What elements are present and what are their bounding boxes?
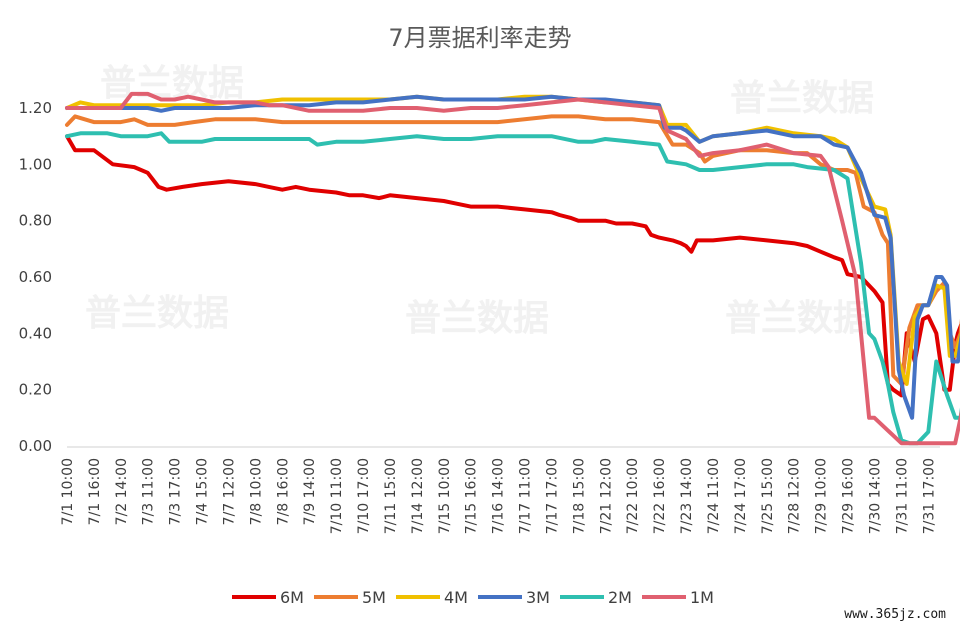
x-tick-label: 7/7 12:00	[221, 458, 237, 525]
legend-label: 4M	[444, 588, 468, 607]
legend-item-6m: 6M	[232, 588, 304, 607]
x-tick-label: 7/24 11:00	[706, 458, 722, 534]
x-tick-label: 7/18 15:00	[571, 458, 587, 534]
y-tick-label: 0.60	[19, 268, 52, 286]
series-line-2m	[65, 131, 960, 446]
series-line-6m	[65, 134, 960, 398]
chart-title: 7月票据利率走势	[388, 24, 571, 52]
y-axis: 0.00 0.20 0.40 0.60 0.80 1.00 1.20	[19, 99, 52, 455]
watermark-layer: 普兰数据 普兰数据 普兰数据 普兰数据 普兰数据	[85, 63, 874, 339]
legend: 6M 5M 4M 3M 2M 1M	[232, 588, 714, 607]
x-tick-label: 7/21 12:00	[598, 458, 614, 534]
watermark: 普兰数据	[725, 298, 869, 339]
watermark: 普兰数据	[100, 63, 244, 104]
x-tick-label: 7/9 14:00	[302, 458, 318, 525]
watermark: 普兰数据	[405, 298, 549, 339]
legend-item-1m: 1M	[642, 588, 714, 607]
legend-label: 1M	[690, 588, 714, 607]
series-line-3m	[65, 94, 960, 420]
footer-url: www.365jz.com	[844, 607, 946, 622]
legend-label: 5M	[362, 588, 386, 607]
x-tick-label: 7/10 11:00	[329, 458, 345, 534]
x-tick-label: 7/22 10:00	[625, 458, 641, 534]
x-tick-label: 7/4 15:00	[195, 458, 211, 525]
legend-item-3m: 3M	[478, 588, 550, 607]
x-tick-label: 7/29 16:00	[841, 458, 857, 534]
y-tick-label: 1.00	[19, 155, 52, 173]
x-tick-label: 7/31 11:00	[894, 458, 910, 534]
y-tick-label: 0.40	[19, 324, 52, 342]
x-tick-label: 7/16 14:00	[491, 458, 507, 534]
y-tick-label: 1.20	[19, 99, 52, 117]
series-line-5m	[65, 114, 960, 386]
legend-label: 6M	[280, 588, 304, 607]
x-tick-label: 7/1 10:00	[60, 458, 76, 525]
x-tick-label: 7/10 17:00	[356, 458, 372, 534]
x-tick-label: 7/17 11:00	[518, 458, 534, 534]
x-tick-label: 7/24 17:00	[733, 458, 749, 534]
watermark: 普兰数据	[730, 78, 874, 119]
x-tick-label: 7/2 14:00	[114, 458, 130, 525]
x-tick-label: 7/25 15:00	[760, 458, 776, 534]
legend-item-4m: 4M	[396, 588, 468, 607]
x-tick-label: 7/8 10:00	[248, 458, 264, 525]
x-tick-label: 7/3 11:00	[141, 458, 157, 525]
x-tick-label: 7/22 16:00	[652, 458, 668, 534]
x-tick-label: 7/23 14:00	[679, 458, 695, 534]
legend-item-5m: 5M	[314, 588, 386, 607]
series-layer	[65, 91, 960, 446]
x-tick-label: 7/15 16:00	[464, 458, 480, 534]
y-tick-label: 0.00	[19, 437, 52, 455]
legend-label: 2M	[608, 588, 632, 607]
x-tick-label: 7/14 12:00	[410, 458, 426, 534]
x-tick-label: 7/3 17:00	[168, 458, 184, 525]
x-axis: 7/1 10:00 7/1 16:00 7/2 14:00 7/3 11:00 7/3 …	[60, 458, 937, 534]
x-tick-label: 7/11 15:00	[383, 458, 399, 534]
x-tick-label: 7/31 17:00	[921, 458, 937, 534]
x-tick-label: 7/28 12:00	[787, 458, 803, 534]
legend-item-2m: 2M	[560, 588, 632, 607]
watermark: 普兰数据	[85, 293, 229, 334]
x-tick-label: 7/17 17:00	[544, 458, 560, 534]
x-tick-label: 7/15 10:00	[437, 458, 453, 534]
series-line-1m	[65, 91, 960, 446]
legend-label: 3M	[526, 588, 550, 607]
y-tick-label: 0.20	[19, 381, 52, 399]
x-tick-label: 7/8 16:00	[275, 458, 291, 525]
x-tick-label: 7/1 16:00	[87, 458, 103, 525]
y-tick-label: 0.80	[19, 212, 52, 230]
x-tick-label: 7/30 14:00	[867, 458, 883, 534]
x-tick-label: 7/29 10:00	[814, 458, 830, 534]
